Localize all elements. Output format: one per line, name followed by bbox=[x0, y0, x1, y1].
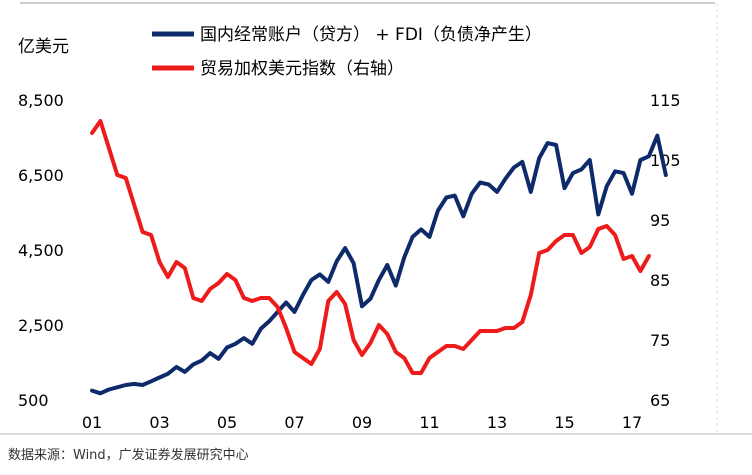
right-tick-label: 65 bbox=[650, 391, 670, 410]
series-line-dollar-index bbox=[90, 119, 651, 375]
x-tick-label: 07 bbox=[284, 413, 304, 432]
left-tick-label: 8,500 bbox=[18, 91, 64, 110]
right-tick-label: 105 bbox=[650, 151, 681, 170]
right-tick-label: 75 bbox=[650, 331, 670, 350]
left-axis-unit: 亿美元 bbox=[18, 37, 69, 57]
series-line-current-account bbox=[90, 133, 668, 396]
source-note: 数据来源：Wind，广发证券发展研究中心 bbox=[8, 447, 249, 463]
right-axis-ticks: 115 105 95 85 75 65 bbox=[650, 91, 681, 410]
x-tick-label: 01 bbox=[82, 413, 102, 432]
legend-label-current-account: 国内经常账户（贷方） + FDI（负债净产生） bbox=[200, 25, 542, 45]
x-tick-label: 13 bbox=[487, 413, 507, 432]
left-tick-label: 500 bbox=[18, 391, 49, 410]
x-tick-label: 17 bbox=[622, 413, 642, 432]
x-tick-label: 09 bbox=[352, 413, 372, 432]
left-tick-label: 4,500 bbox=[18, 241, 64, 260]
left-tick-label: 6,500 bbox=[18, 166, 64, 185]
legend-label-dollar-index: 贸易加权美元指数（右轴） bbox=[200, 59, 404, 79]
x-tick-label: 05 bbox=[217, 413, 237, 432]
x-axis-ticks: 01 03 05 07 09 11 13 15 17 bbox=[82, 413, 642, 432]
plot-area bbox=[90, 119, 668, 396]
left-tick-label: 2,500 bbox=[18, 316, 64, 335]
right-tick-label: 115 bbox=[650, 91, 681, 110]
x-tick-label: 03 bbox=[149, 413, 169, 432]
x-tick-label: 11 bbox=[419, 413, 439, 432]
right-tick-label: 95 bbox=[650, 211, 670, 230]
left-axis-ticks: 8,500 6,500 4,500 2,500 500 bbox=[18, 91, 64, 410]
right-tick-label: 85 bbox=[650, 271, 670, 290]
x-tick-label: 15 bbox=[554, 413, 574, 432]
